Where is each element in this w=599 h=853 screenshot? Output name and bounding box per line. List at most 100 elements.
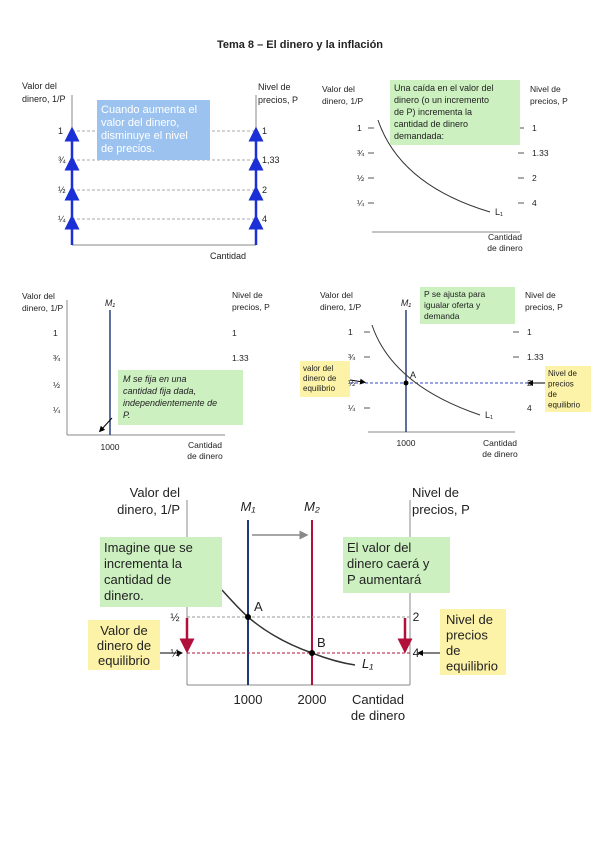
line: Nivel de: [412, 485, 459, 500]
diagram-1: [64, 95, 264, 246]
label: Cuando aumenta el valor del dinero, dismin…: [101, 104, 197, 155]
line: Cantidad: [352, 692, 404, 707]
label: Nivel de precios, P: [525, 290, 563, 312]
tick-label: ¼: [58, 214, 66, 224]
diagram-2: [368, 80, 524, 233]
label: Valor del dinero, 1/P: [117, 485, 180, 517]
tick-label: 2: [413, 610, 420, 624]
line: de: [548, 390, 557, 399]
line: Valor del: [130, 485, 180, 500]
line: Nivel de: [446, 612, 493, 627]
line: de P) incrementa la: [394, 107, 472, 117]
tick-label: 1: [232, 328, 237, 338]
tick-label: 1000: [234, 692, 263, 707]
line: de dinero: [351, 708, 405, 723]
line: P se ajusta para: [424, 289, 486, 299]
line: igualar oferta y: [424, 300, 481, 310]
line: Nivel de: [530, 84, 561, 94]
tick-label: 1: [262, 126, 267, 136]
line: equilibrio: [446, 659, 498, 674]
line: de dinero: [187, 451, 223, 461]
tick-label: 4: [527, 403, 532, 413]
label: A: [254, 599, 263, 614]
line: precios: [446, 628, 488, 643]
tick-label: 2000: [298, 692, 327, 707]
tick-label: 1.33: [527, 352, 544, 362]
label: Valor del dinero, 1/P: [22, 81, 66, 104]
tick-label: ½: [170, 612, 179, 624]
line: dinero de: [303, 374, 337, 383]
line: de dinero: [487, 243, 523, 253]
tick-label: 1: [348, 327, 353, 337]
note-box: [390, 80, 520, 145]
line: dinero, 1/P: [320, 302, 361, 312]
label: P se ajusta para igualar oferta y demanda: [424, 289, 486, 321]
tick-label: 4: [532, 198, 537, 208]
line: precios, P: [232, 302, 270, 312]
label: Nivel de precios de equilibrio: [548, 369, 581, 410]
tick-label: ½: [53, 380, 60, 390]
tick-label: 1: [58, 126, 63, 136]
diagram-4: [300, 287, 591, 433]
tick-label: 4: [262, 214, 267, 224]
line: de dinero: [482, 449, 518, 459]
line: dinero, 1/P: [22, 303, 63, 313]
label: valor del dinero de equilibrio: [303, 364, 337, 393]
line: equilibrio: [98, 653, 150, 668]
line: precios, P: [530, 96, 568, 106]
tick-label: ¾: [53, 353, 61, 363]
line: Cuando aumenta el: [101, 104, 197, 116]
arrows: [64, 126, 264, 245]
label: Cantidad de dinero: [487, 232, 523, 253]
line: disminuye el nivel: [101, 130, 188, 142]
line: dinero, 1/P: [322, 96, 363, 106]
line: Valor del: [22, 81, 57, 91]
label: M₁: [105, 298, 115, 308]
line: M se fija en una: [123, 374, 187, 384]
line: Imagine que se: [104, 540, 193, 555]
diagram-5: [88, 500, 506, 686]
line: Valor del: [322, 84, 355, 94]
label: Valor de dinero de equilibrio: [97, 623, 151, 668]
line: P aumentará: [347, 572, 422, 587]
label: Valor del dinero, 1/P: [320, 290, 361, 312]
line: Nivel de: [548, 369, 577, 378]
line: Cantidad: [483, 438, 517, 448]
tick-label: ¼: [357, 198, 365, 208]
line: cantidad de: [104, 572, 171, 587]
line: Nivel de: [525, 290, 556, 300]
line: precios: [548, 380, 574, 389]
note-box: [97, 100, 210, 160]
label: Cantidad de dinero: [351, 692, 405, 723]
line: independientemente de: [123, 398, 217, 408]
label: Cantidad de dinero: [482, 438, 518, 459]
label: L₁: [362, 656, 373, 671]
label: Valor del dinero, 1/P: [322, 84, 363, 106]
line: Cantidad: [488, 232, 522, 242]
title: Tema 8 – El dinero y la inflación: [217, 39, 383, 51]
tick-label: 1: [53, 328, 58, 338]
label: Nivel de precios, P: [530, 84, 568, 106]
label: 1000: [397, 438, 416, 448]
tick-label: 2: [527, 378, 532, 388]
line: P.: [123, 410, 130, 420]
label: Valor del dinero, 1/P: [22, 291, 63, 313]
line: precios, P: [525, 302, 563, 312]
line: de precios.: [101, 143, 155, 155]
line: equilibrio: [548, 401, 581, 410]
label: Cantidad: [210, 251, 246, 261]
tick-label: ½: [58, 185, 66, 195]
line: cantidad de dinero: [394, 119, 468, 129]
line: El valor del: [347, 540, 411, 555]
line: dinero, 1/P: [117, 502, 180, 517]
tick-label: 1.33: [532, 148, 549, 158]
tick-label: 2: [532, 173, 537, 183]
line: precios, P: [412, 502, 470, 517]
tick-label: ¼: [170, 648, 180, 660]
line: Valor del: [22, 291, 55, 301]
label: Nivel de precios, P: [232, 290, 270, 312]
tick-label: 4: [413, 646, 420, 660]
line: Una caída en el valor del: [394, 83, 494, 93]
line: valor del dinero,: [101, 117, 179, 129]
